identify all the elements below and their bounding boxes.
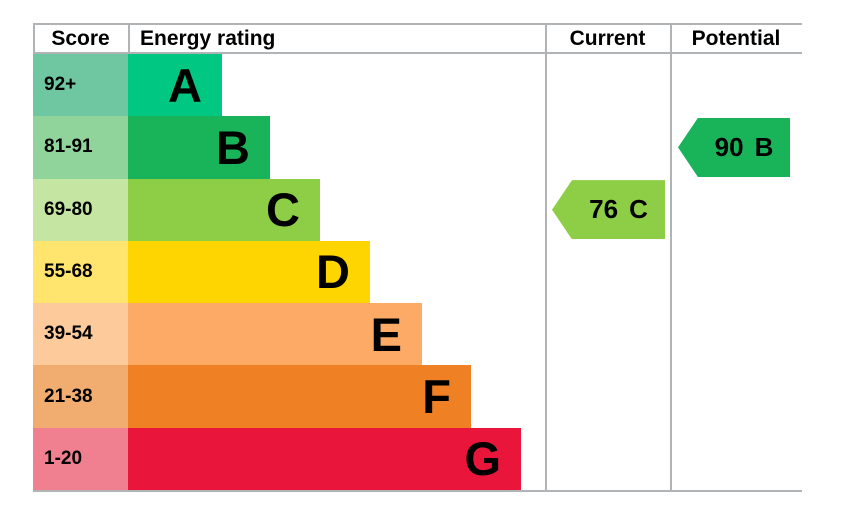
- band-score-range: 81-91: [33, 116, 128, 179]
- current-column-divider: [545, 23, 547, 492]
- band-letter: B: [216, 120, 250, 174]
- band-row-c: 69-80 C: [33, 178, 802, 241]
- potential-rating-value: 90: [714, 131, 744, 162]
- band-score-range: 21-38: [33, 365, 128, 428]
- potential-column-divider: [670, 23, 672, 492]
- band-letter: D: [316, 245, 350, 299]
- band-letter: E: [370, 307, 402, 361]
- band-score-range: 69-80: [33, 178, 128, 241]
- band-bar-e: E: [128, 303, 422, 366]
- band-letter: C: [266, 183, 300, 237]
- chart-area: Score Energy rating Current Potential 92…: [33, 23, 802, 492]
- band-letter: A: [168, 58, 202, 112]
- band-row-d: 55-68 D: [33, 240, 802, 304]
- current-rating-value: 76: [589, 194, 619, 225]
- current-column-header: Current: [569, 26, 646, 50]
- band-bar-a: A: [128, 54, 222, 117]
- band-score-range: 55-68: [33, 240, 128, 304]
- band-row-g: 1-20 G: [33, 427, 802, 490]
- score-column-header: Score: [51, 26, 110, 50]
- band-letter: F: [422, 370, 451, 424]
- band-row-a: 92+ A: [33, 54, 802, 117]
- band-score-range: 39-54: [33, 303, 128, 366]
- band-row-b: 81-91 B: [33, 116, 802, 179]
- current-rating-letter: C: [629, 194, 648, 225]
- score-right-divider: [128, 23, 130, 54]
- band-row-f: 21-38 F: [33, 365, 802, 428]
- band-bar-b: B: [128, 116, 270, 179]
- potential-rating-letter: B: [754, 131, 774, 162]
- band-letter: G: [464, 432, 501, 486]
- band-bar-f: F: [128, 365, 471, 428]
- band-score-range: 92+: [33, 54, 128, 117]
- rating-bands: 92+ A 81-91 B 69-80 C 55-68 D 39-54 E 21…: [33, 54, 802, 490]
- table-bottom-border: [33, 490, 802, 492]
- energy-rating-column-header: Energy rating: [140, 26, 276, 50]
- band-bar-d: D: [128, 240, 370, 304]
- band-row-e: 39-54 E: [33, 303, 802, 366]
- table-top-border: [33, 23, 802, 25]
- band-bar-c: C: [128, 178, 320, 241]
- score-left-divider: [33, 23, 35, 54]
- potential-column-header: Potential: [691, 26, 781, 50]
- current-rating-arrow: 76 C: [552, 180, 665, 240]
- potential-rating-arrow: 90 B: [678, 117, 790, 178]
- band-score-range: 1-20: [33, 427, 128, 490]
- header-bottom-border: [33, 52, 802, 54]
- band-bar-g: G: [128, 427, 521, 490]
